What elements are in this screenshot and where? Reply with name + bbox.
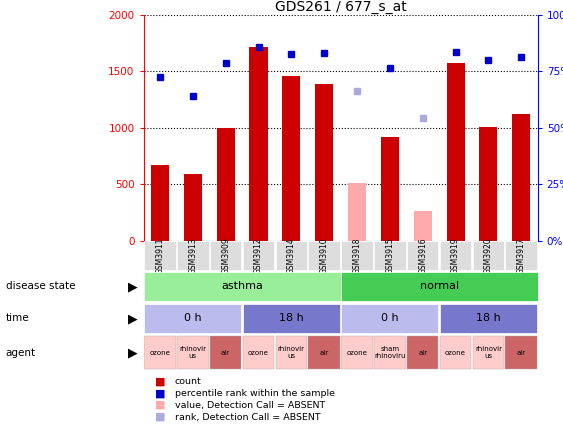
Bar xyxy=(381,137,399,241)
Bar xyxy=(144,304,242,333)
Bar xyxy=(243,304,340,333)
Bar xyxy=(506,336,537,369)
Bar xyxy=(144,241,176,270)
Text: GSM3910: GSM3910 xyxy=(320,237,329,274)
Text: GSM3914: GSM3914 xyxy=(287,237,296,274)
Bar xyxy=(282,76,301,241)
Text: ▶: ▶ xyxy=(127,280,137,293)
Title: GDS261 / 677_s_at: GDS261 / 677_s_at xyxy=(275,0,406,14)
Bar xyxy=(479,127,498,241)
Text: ozone: ozone xyxy=(347,349,368,356)
Bar xyxy=(151,165,169,241)
Bar xyxy=(184,174,202,241)
Text: ozone: ozone xyxy=(150,349,171,356)
Text: 18 h: 18 h xyxy=(476,314,501,323)
Bar xyxy=(243,241,274,270)
Text: percentile rank within the sample: percentile rank within the sample xyxy=(175,389,334,398)
Bar xyxy=(144,272,341,301)
Bar xyxy=(472,336,504,369)
Text: ■: ■ xyxy=(155,412,166,422)
Text: ozone: ozone xyxy=(445,349,466,356)
Bar xyxy=(275,336,307,369)
Bar xyxy=(341,272,538,301)
Text: 0 h: 0 h xyxy=(381,314,399,323)
Bar xyxy=(374,336,405,369)
Bar xyxy=(144,336,176,369)
Text: ■: ■ xyxy=(155,400,166,410)
Text: GSM3915: GSM3915 xyxy=(386,237,394,274)
Text: air: air xyxy=(517,349,526,356)
Bar xyxy=(348,183,366,241)
Text: rank, Detection Call = ABSENT: rank, Detection Call = ABSENT xyxy=(175,412,320,422)
Text: agent: agent xyxy=(6,348,36,357)
Text: disease state: disease state xyxy=(6,282,75,291)
Text: air: air xyxy=(418,349,427,356)
Text: air: air xyxy=(221,349,230,356)
Bar xyxy=(309,336,340,369)
Text: GSM3911: GSM3911 xyxy=(155,237,164,274)
Bar xyxy=(315,84,333,241)
Text: normal: normal xyxy=(419,282,459,291)
Bar xyxy=(407,241,439,270)
Bar xyxy=(341,336,373,369)
Bar xyxy=(472,241,504,270)
Text: GSM3920: GSM3920 xyxy=(484,237,493,274)
Bar xyxy=(374,241,405,270)
Text: GSM3913: GSM3913 xyxy=(189,237,197,274)
Text: ozone: ozone xyxy=(248,349,269,356)
Text: 0 h: 0 h xyxy=(184,314,202,323)
Bar xyxy=(440,304,537,333)
Text: GSM3919: GSM3919 xyxy=(451,237,460,274)
Bar xyxy=(341,304,439,333)
Bar xyxy=(210,241,242,270)
Bar xyxy=(177,336,208,369)
Text: GSM3918: GSM3918 xyxy=(352,237,361,274)
Text: ▶: ▶ xyxy=(127,346,137,359)
Bar xyxy=(217,128,235,241)
Text: ■: ■ xyxy=(155,388,166,398)
Text: ▶: ▶ xyxy=(127,312,137,325)
Text: sham
rhinoviru: sham rhinoviru xyxy=(374,346,405,359)
Bar xyxy=(341,241,373,270)
Text: rhinovir
us: rhinovir us xyxy=(278,346,305,359)
Bar xyxy=(440,241,471,270)
Bar xyxy=(177,241,208,270)
Bar xyxy=(309,241,340,270)
Bar xyxy=(243,336,274,369)
Text: rhinovir
us: rhinovir us xyxy=(180,346,206,359)
Text: asthma: asthma xyxy=(221,282,263,291)
Bar xyxy=(512,114,530,241)
Bar xyxy=(414,211,432,241)
Bar xyxy=(210,336,242,369)
Text: GSM3912: GSM3912 xyxy=(254,237,263,274)
Text: air: air xyxy=(320,349,329,356)
Bar xyxy=(407,336,439,369)
Text: GSM3917: GSM3917 xyxy=(517,237,526,274)
Bar xyxy=(275,241,307,270)
Text: GSM3909: GSM3909 xyxy=(221,237,230,274)
Text: value, Detection Call = ABSENT: value, Detection Call = ABSENT xyxy=(175,400,325,410)
Bar xyxy=(506,241,537,270)
Text: GSM3916: GSM3916 xyxy=(418,237,427,274)
Text: 18 h: 18 h xyxy=(279,314,303,323)
Bar xyxy=(249,46,267,241)
Text: rhinovir
us: rhinovir us xyxy=(475,346,502,359)
Text: time: time xyxy=(6,314,29,323)
Bar xyxy=(446,63,464,241)
Text: ■: ■ xyxy=(155,376,166,386)
Text: count: count xyxy=(175,377,202,386)
Bar xyxy=(440,336,471,369)
